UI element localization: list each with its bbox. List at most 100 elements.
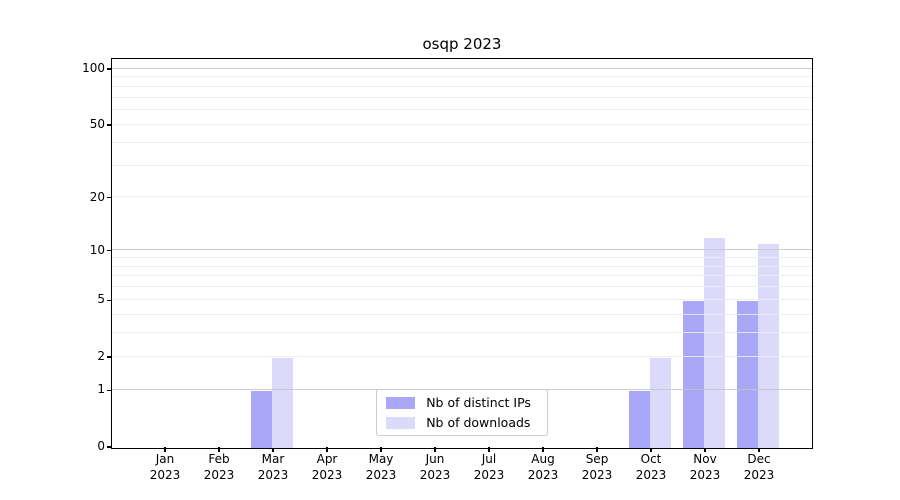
x-tick-label: Nov 2023 [677, 452, 733, 483]
gridline-minor [112, 123, 812, 125]
y-tick-label: 50 [89, 117, 105, 132]
x-tick [218, 447, 220, 452]
legend-label-distinct-ips: Nb of distinct IPs [426, 395, 531, 411]
bars-layer [112, 59, 812, 448]
legend: Nb of distinct IPs Nb of downloads [376, 389, 549, 437]
legend-label-downloads: Nb of downloads [426, 415, 531, 431]
x-tick [380, 447, 382, 452]
x-tick-label: Feb 2023 [191, 452, 247, 483]
y-tick-label: 100 [82, 61, 105, 76]
x-tick-label: Dec 2023 [731, 452, 787, 483]
x-tick-label: Jun 2023 [407, 452, 463, 483]
x-tick [434, 447, 436, 452]
bar [683, 301, 705, 448]
x-tick-month: May [368, 452, 394, 466]
x-tick [758, 447, 760, 452]
y-tick-label: 0 [97, 439, 105, 453]
x-tick-year: 2023 [203, 467, 235, 482]
plot-area: Nb of distinct IPs Nb of downloads [111, 58, 813, 449]
x-tick-month: Jul [481, 452, 497, 466]
legend-item-downloads: Nb of downloads [386, 415, 547, 430]
x-tick-month: Dec [747, 452, 771, 466]
x-tick [596, 447, 598, 452]
bar [737, 301, 759, 448]
y-tick [107, 250, 112, 252]
x-tick [164, 447, 166, 452]
gridline-minor [112, 164, 812, 166]
x-tick-label: Jan 2023 [137, 452, 193, 483]
gridline-minor [112, 332, 812, 334]
y-tick [107, 197, 112, 199]
gridline-minor [112, 196, 812, 198]
gridline-minor [112, 141, 812, 143]
x-tick-month: Nov [693, 452, 717, 466]
gridline-minor [112, 109, 812, 111]
x-tick-month: Apr [316, 452, 338, 466]
x-tick-year: 2023 [473, 467, 505, 482]
x-tick [272, 447, 274, 452]
x-tick-year: 2023 [149, 467, 181, 482]
y-tick [107, 68, 112, 70]
x-tick [488, 447, 490, 452]
legend-swatch-distinct-ips [386, 396, 416, 409]
gridline-major [112, 249, 812, 251]
bar [251, 391, 273, 448]
y-tick-label: 5 [97, 292, 105, 307]
y-tick [107, 356, 112, 358]
gridline-minor [112, 85, 812, 87]
x-tick [704, 447, 706, 452]
y-tick-label: 1 [97, 382, 105, 397]
gridline-minor [112, 275, 812, 277]
gridline-minor [112, 355, 812, 357]
y-tick [107, 299, 112, 301]
bar [272, 357, 294, 448]
gridline-major [112, 67, 812, 69]
x-tick-month: Jun [425, 452, 445, 466]
x-tick-month: Sep [585, 452, 609, 466]
gridline-minor [112, 265, 812, 267]
y-tick-label: 10 [89, 242, 105, 257]
bar [629, 391, 651, 448]
x-tick-label: Jul 2023 [461, 452, 517, 483]
x-tick-month: Jan [155, 452, 175, 466]
y-tick [107, 446, 112, 448]
chart-title: osqp 2023 [422, 35, 502, 53]
bar [650, 357, 672, 448]
x-tick-label: Apr 2023 [299, 452, 355, 483]
x-tick-year: 2023 [581, 467, 613, 482]
legend-item-distinct-ips: Nb of distinct IPs [386, 395, 547, 410]
x-tick-year: 2023 [311, 467, 343, 482]
gridline-minor [112, 96, 812, 98]
y-tick [107, 389, 112, 391]
x-tick-month: Feb [208, 452, 230, 466]
gridline-minor [112, 313, 812, 315]
x-tick [650, 447, 652, 452]
x-tick [326, 447, 328, 452]
bar [758, 244, 780, 448]
gridline-minor [112, 299, 812, 300]
x-tick-year: 2023 [635, 467, 667, 482]
x-tick [542, 447, 544, 452]
x-tick-year: 2023 [257, 467, 289, 482]
gridline-minor [112, 76, 812, 78]
x-tick-label: May 2023 [353, 452, 409, 483]
x-tick-label: Sep 2023 [569, 452, 625, 483]
x-tick-label: Mar 2023 [245, 452, 301, 483]
bar [704, 237, 726, 448]
x-tick-month: Aug [531, 452, 555, 466]
x-tick-year: 2023 [365, 467, 397, 482]
x-tick-label: Oct 2023 [623, 452, 679, 483]
x-tick-year: 2023 [743, 467, 775, 482]
x-tick-year: 2023 [419, 467, 451, 482]
x-tick-month: Oct [640, 452, 662, 466]
x-tick-label: Aug 2023 [515, 452, 571, 483]
y-tick [107, 124, 112, 126]
y-tick-label: 20 [89, 189, 105, 204]
x-tick-year: 2023 [527, 467, 559, 482]
gridline-minor [112, 286, 812, 288]
y-tick-label: 2 [97, 349, 105, 364]
x-tick-month: Mar [261, 452, 285, 466]
legend-swatch-downloads [386, 416, 416, 429]
gridline-minor [112, 257, 812, 259]
